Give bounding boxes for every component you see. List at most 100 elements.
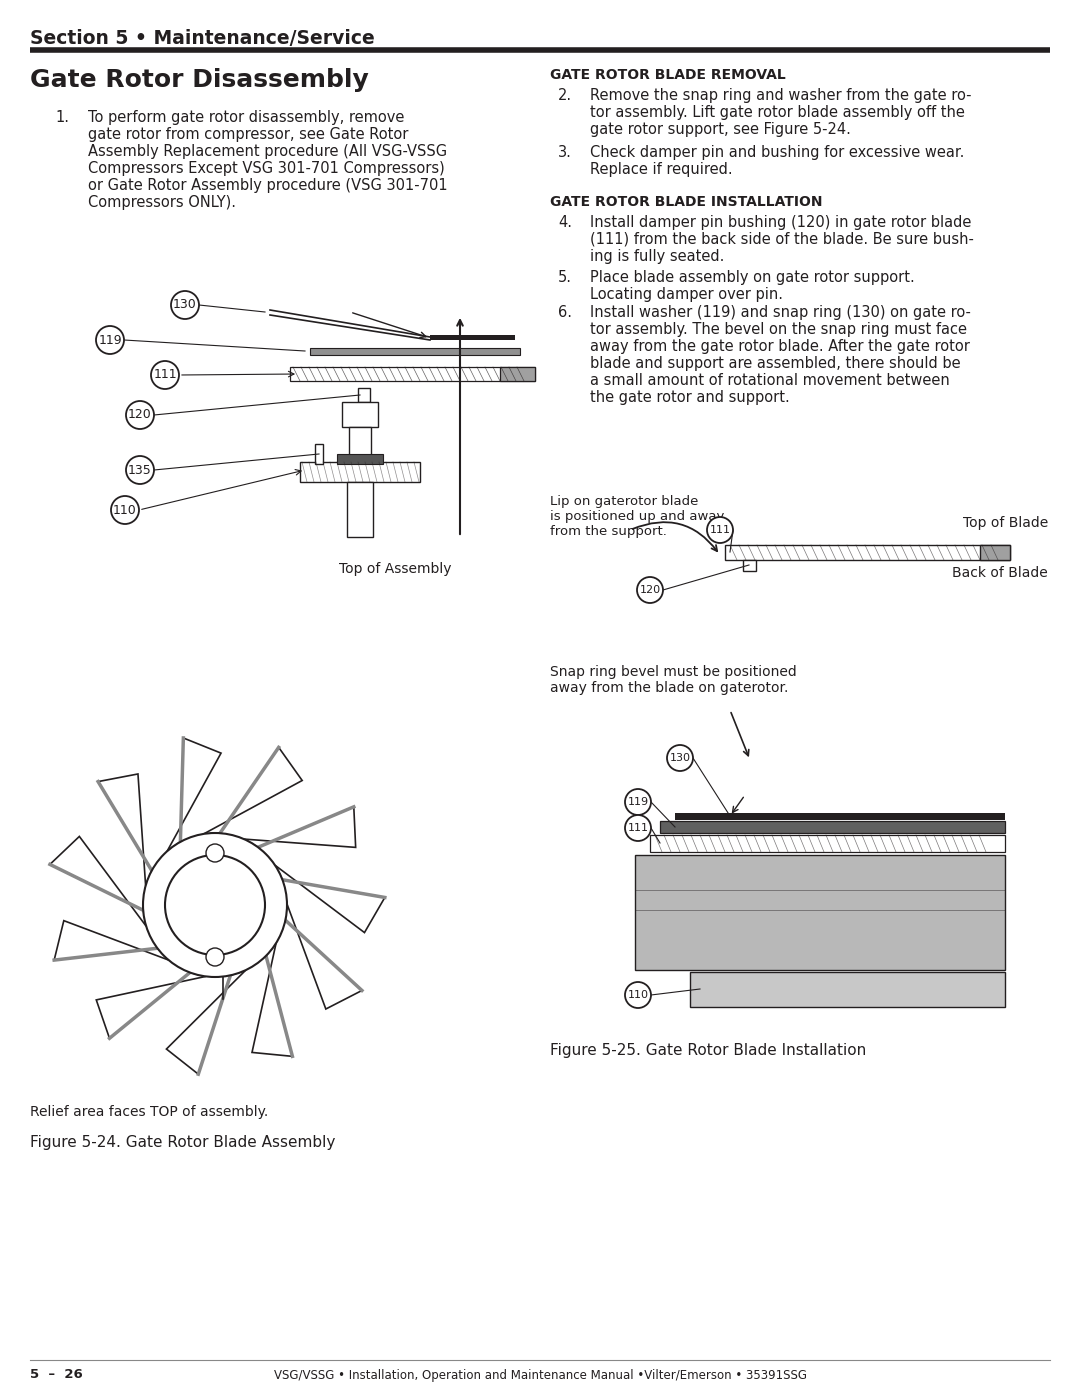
Bar	[725, 545, 1010, 560]
Text: 135: 135	[129, 464, 152, 476]
Text: 5  –  26: 5 – 26	[30, 1369, 83, 1382]
Text: tor assembly. Lift gate rotor blade assembly off the: tor assembly. Lift gate rotor blade asse…	[590, 105, 964, 120]
Polygon shape	[54, 921, 168, 960]
Polygon shape	[50, 837, 146, 926]
Text: Gate Rotor Disassembly: Gate Rotor Disassembly	[30, 68, 368, 92]
Text: Install damper pin bushing (120) in gate rotor blade: Install damper pin bushing (120) in gate…	[590, 215, 971, 231]
Text: 5.: 5.	[558, 270, 572, 285]
Bar	[650, 835, 1005, 852]
Text: 3.: 3.	[558, 145, 572, 161]
Text: Locating damper over pin.: Locating damper over pin.	[590, 286, 783, 302]
Text: 4.: 4.	[558, 215, 572, 231]
Text: GATE ROTOR BLADE REMOVAL: GATE ROTOR BLADE REMOVAL	[550, 68, 786, 82]
Text: Assembly Replacement procedure (All VSG-VSSG: Assembly Replacement procedure (All VSG-…	[87, 144, 447, 159]
Circle shape	[111, 496, 139, 524]
Text: Compressors ONLY).: Compressors ONLY).	[87, 196, 237, 210]
Text: Install washer (119) and snap ring (130) on gate ro-: Install washer (119) and snap ring (130)…	[590, 305, 971, 320]
Text: Top of Assembly: Top of Assembly	[339, 562, 451, 576]
Text: Relief area faces TOP of assembly.: Relief area faces TOP of assembly.	[30, 1105, 268, 1119]
Text: Compressors Except VSG 301-701 Compressors): Compressors Except VSG 301-701 Compresso…	[87, 161, 445, 176]
Text: (111) from the back side of the blade. Be sure bush-: (111) from the back side of the blade. B…	[590, 232, 974, 247]
Polygon shape	[96, 972, 206, 1038]
Bar	[675, 813, 1005, 820]
Text: VSG/VSSG • Installation, Operation and Maintenance Manual •Vilter/Emerson • 3539: VSG/VSSG • Installation, Operation and M…	[273, 1369, 807, 1382]
Text: Replace if required.: Replace if required.	[590, 162, 732, 177]
Polygon shape	[98, 774, 152, 886]
Text: GATE ROTOR BLADE INSTALLATION: GATE ROTOR BLADE INSTALLATION	[550, 196, 823, 210]
Bar	[980, 545, 1010, 560]
Bar	[349, 427, 372, 467]
Circle shape	[637, 577, 663, 604]
Circle shape	[151, 360, 179, 388]
Text: gate rotor support, see Figure 5-24.: gate rotor support, see Figure 5-24.	[590, 122, 851, 137]
Circle shape	[126, 455, 154, 483]
Bar	[347, 482, 373, 536]
Text: 120: 120	[129, 408, 152, 422]
Circle shape	[206, 844, 224, 862]
Text: 111: 111	[710, 525, 730, 535]
Text: Lip on gaterotor blade
is positioned up and away
from the support.: Lip on gaterotor blade is positioned up …	[550, 495, 725, 538]
Bar	[635, 855, 1005, 970]
Text: blade and support are assembled, there should be: blade and support are assembled, there s…	[590, 356, 960, 372]
Circle shape	[707, 517, 733, 543]
Circle shape	[625, 982, 651, 1009]
Bar	[310, 348, 519, 355]
Text: Figure 5-25. Gate Rotor Blade Installation: Figure 5-25. Gate Rotor Blade Installati…	[550, 1044, 866, 1058]
Text: Remove the snap ring and washer from the gate ro-: Remove the snap ring and washer from the…	[590, 88, 972, 103]
Bar	[500, 367, 535, 381]
Text: 1.: 1.	[55, 110, 69, 124]
Text: 2.: 2.	[558, 88, 572, 103]
Bar	[660, 821, 1005, 833]
Polygon shape	[204, 747, 302, 834]
Text: 130: 130	[173, 299, 197, 312]
Bar	[690, 972, 1005, 1007]
Polygon shape	[275, 865, 384, 933]
Circle shape	[96, 326, 124, 353]
Bar	[291, 367, 535, 381]
Text: or Gate Rotor Assembly procedure (VSG 301-701: or Gate Rotor Assembly procedure (VSG 30…	[87, 177, 447, 193]
Polygon shape	[252, 943, 293, 1056]
Text: away from the gate rotor blade. After the gate rotor: away from the gate rotor blade. After th…	[590, 339, 970, 353]
Text: 119: 119	[627, 798, 649, 807]
Text: 120: 120	[639, 585, 661, 595]
Polygon shape	[167, 738, 221, 851]
Text: 110: 110	[113, 503, 137, 517]
Bar	[342, 402, 378, 427]
Text: 111: 111	[153, 369, 177, 381]
Text: 119: 119	[98, 334, 122, 346]
Text: Back of Blade: Back of Blade	[953, 566, 1048, 580]
Text: To perform gate rotor disassembly, remove: To perform gate rotor disassembly, remov…	[87, 110, 404, 124]
Circle shape	[625, 814, 651, 841]
Circle shape	[171, 291, 199, 319]
Text: 130: 130	[670, 753, 690, 763]
Circle shape	[625, 789, 651, 814]
Text: 111: 111	[627, 823, 648, 833]
Text: Check damper pin and bushing for excessive wear.: Check damper pin and bushing for excessi…	[590, 145, 964, 161]
Text: Place blade assembly on gate rotor support.: Place blade assembly on gate rotor suppo…	[590, 270, 915, 285]
Bar	[430, 335, 515, 339]
Bar	[357, 388, 370, 402]
Bar	[743, 560, 756, 571]
Polygon shape	[166, 970, 246, 1074]
Circle shape	[126, 401, 154, 429]
Text: 110: 110	[627, 990, 648, 1000]
Circle shape	[143, 833, 287, 977]
Circle shape	[667, 745, 693, 771]
Bar	[300, 462, 420, 482]
Text: Figure 5-24. Gate Rotor Blade Assembly: Figure 5-24. Gate Rotor Blade Assembly	[30, 1134, 336, 1150]
Text: the gate rotor and support.: the gate rotor and support.	[590, 390, 789, 405]
Polygon shape	[285, 904, 362, 1009]
Text: 6.: 6.	[558, 305, 572, 320]
Text: tor assembly. The bevel on the snap ring must face: tor assembly. The bevel on the snap ring…	[590, 321, 967, 337]
Text: ing is fully seated.: ing is fully seated.	[590, 249, 725, 264]
Circle shape	[165, 855, 265, 956]
Circle shape	[206, 949, 224, 965]
Text: Top of Blade: Top of Blade	[962, 515, 1048, 529]
Bar	[315, 444, 323, 464]
Text: Snap ring bevel must be positioned
away from the blade on gaterotor.: Snap ring bevel must be positioned away …	[550, 665, 797, 696]
Text: gate rotor from compressor, see Gate Rotor: gate rotor from compressor, see Gate Rot…	[87, 127, 408, 142]
Text: Section 5 • Maintenance/Service: Section 5 • Maintenance/Service	[30, 28, 375, 47]
Text: a small amount of rotational movement between: a small amount of rotational movement be…	[590, 373, 949, 388]
Bar	[337, 454, 383, 464]
Polygon shape	[244, 807, 355, 848]
